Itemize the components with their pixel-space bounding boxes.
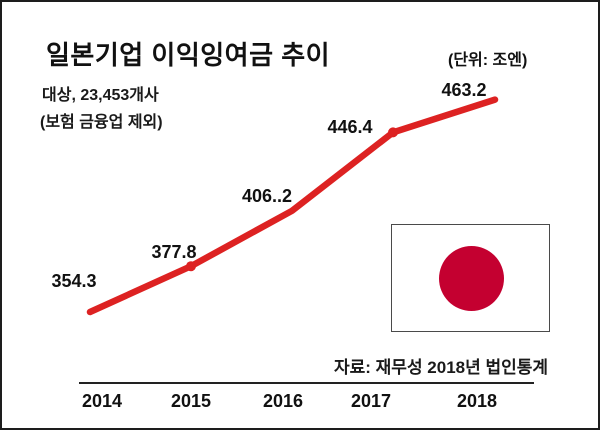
- source-note: 자료: 재무성 2018년 법인통계: [334, 358, 549, 377]
- data-point-marker: [388, 127, 398, 138]
- data-label: 377.8: [151, 242, 197, 262]
- data-label: 406..2: [241, 186, 293, 206]
- x-axis-line: [79, 382, 534, 384]
- japan-flag: [391, 224, 550, 332]
- unit-label: (단위: 조엔): [448, 52, 528, 69]
- data-label: 354.3: [51, 271, 97, 291]
- trend-line: [86, 96, 499, 316]
- x-axis-tick-label: 2015: [170, 391, 212, 411]
- x-axis-tick-label: 2016: [262, 391, 304, 411]
- subject-count-note: 대상, 23,453개사: [42, 87, 159, 104]
- x-axis-tick-label: 2018: [456, 391, 498, 411]
- data-label: 463.2: [441, 80, 487, 100]
- x-axis-tick-label: 2017: [350, 391, 392, 411]
- data-point-marker: [186, 261, 196, 272]
- japan-flag-circle: [439, 246, 504, 311]
- exclusion-note: (보험 금융업 제외): [40, 114, 163, 131]
- chart-title: 일본기업 이익잉여금 추이: [46, 40, 331, 70]
- x-axis-labels: 2014 2015 2016 2017 2018: [2, 391, 598, 415]
- x-axis-tick-label: 2014: [81, 391, 123, 411]
- data-label: 446.4: [327, 117, 373, 137]
